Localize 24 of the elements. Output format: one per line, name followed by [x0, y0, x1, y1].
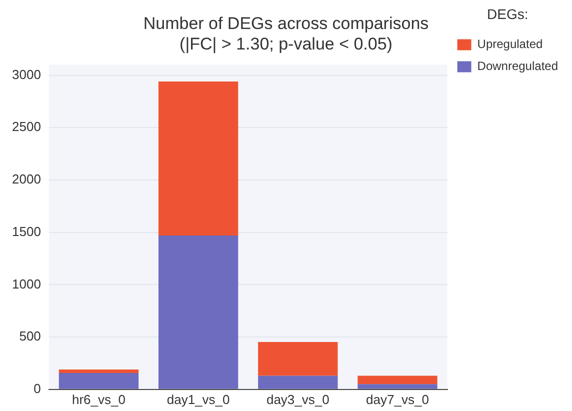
bar: [358, 376, 438, 384]
bar: [358, 384, 438, 389]
x-tick-label: day1_vs_0: [166, 392, 230, 407]
legend-label: Upregulated: [477, 37, 543, 52]
y-tick-label: 3000: [12, 66, 41, 82]
x-tick-label: day7_vs_0: [366, 392, 429, 407]
y-tick-label: 1000: [12, 276, 41, 292]
y-tick-label: 0: [34, 380, 41, 396]
legend-title: DEGs:: [487, 6, 528, 22]
x-tick-label: day3_vs_0: [266, 392, 330, 407]
y-tick-label: 500: [19, 328, 41, 344]
x-tick-label: hr6_vs_0: [72, 392, 126, 407]
y-tick-label: 1500: [12, 224, 41, 239]
legend-label: Downregulated: [477, 59, 558, 74]
bar: [258, 342, 338, 376]
bar: [158, 82, 238, 236]
chart-subtitle: (|FC| > 1.30; p-value < 0.05): [180, 34, 392, 54]
bar: [58, 370, 139, 373]
bar: [158, 235, 238, 389]
y-tick-label: 2500: [12, 119, 41, 134]
bar: [258, 376, 338, 389]
chart-title: Number of DEGs across comparisons: [143, 14, 429, 33]
bar: [58, 372, 139, 389]
y-tick-label: 2000: [12, 172, 41, 187]
